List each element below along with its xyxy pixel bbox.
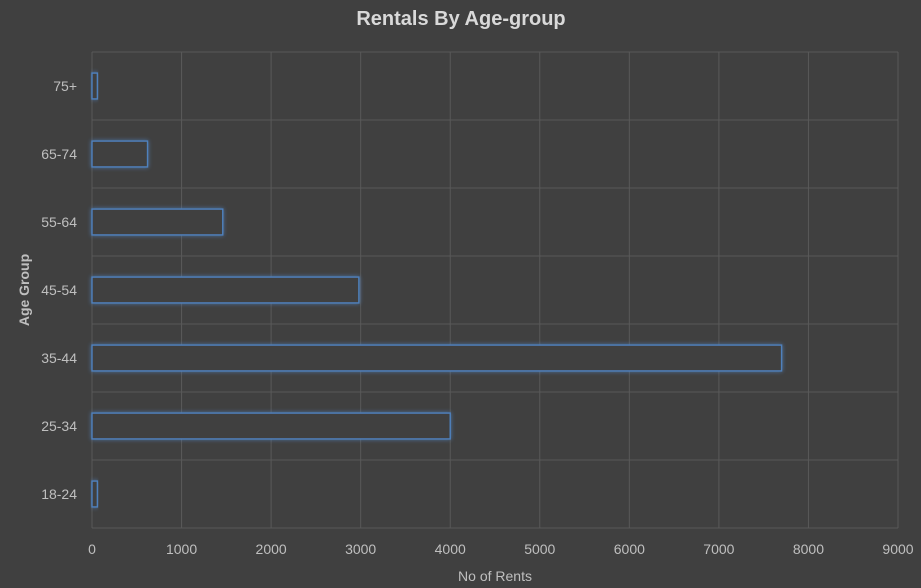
y-tick-label: 35-44 bbox=[41, 350, 77, 366]
x-tick-label: 5000 bbox=[524, 541, 555, 557]
y-tick-label: 75+ bbox=[53, 78, 77, 94]
x-tick-label: 2000 bbox=[256, 541, 287, 557]
y-tick-labels: 18-24 25-34 35-44 45-54 55-64 65-74 75+ bbox=[41, 78, 77, 502]
gridlines bbox=[91, 51, 899, 529]
chart-title: Rentals By Age-group bbox=[356, 8, 565, 30]
y-tick-label: 45-54 bbox=[41, 282, 77, 298]
y-axis-title: Age Group bbox=[16, 254, 32, 326]
bar-65-74 bbox=[91, 140, 149, 168]
y-tick-label: 25-34 bbox=[41, 418, 77, 434]
x-tick-label: 9000 bbox=[882, 541, 913, 557]
y-tick-label: 65-74 bbox=[41, 146, 77, 162]
y-tick-label: 18-24 bbox=[41, 486, 77, 502]
bars bbox=[91, 72, 783, 508]
x-tick-labels: 0 1000 2000 3000 4000 5000 6000 7000 8000 9000 bbox=[88, 541, 914, 557]
x-tick-label: 4000 bbox=[435, 541, 466, 557]
x-tick-label: 0 bbox=[88, 541, 96, 557]
bar-25-34 bbox=[91, 412, 451, 440]
bar-75+ bbox=[91, 72, 99, 100]
bar-18-24 bbox=[91, 480, 99, 508]
x-tick-label: 8000 bbox=[793, 541, 824, 557]
x-tick-label: 7000 bbox=[703, 541, 734, 557]
x-tick-label: 6000 bbox=[614, 541, 645, 557]
bar-55-64 bbox=[91, 208, 224, 236]
x-tick-label: 1000 bbox=[166, 541, 197, 557]
x-tick-label: 3000 bbox=[345, 541, 376, 557]
bar-35-44 bbox=[91, 344, 783, 372]
x-axis-title: No of Rents bbox=[458, 568, 532, 584]
y-tick-label: 55-64 bbox=[41, 214, 77, 230]
bar-45-54 bbox=[91, 276, 360, 304]
